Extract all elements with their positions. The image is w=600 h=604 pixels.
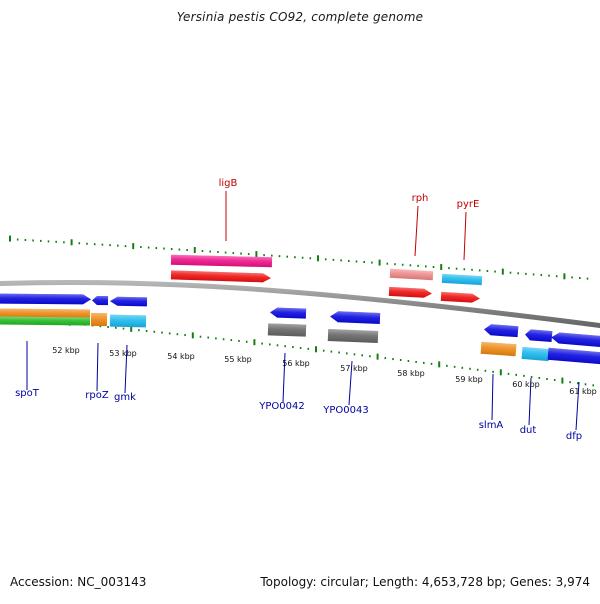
gene-ligb-arrow[interactable] [170, 270, 271, 283]
scale-label: 59 kbp [455, 375, 483, 384]
scale-label: 57 kbp [340, 364, 368, 373]
gene-pyre-bar[interactable] [441, 273, 483, 286]
gene-spot-orange[interactable] [0, 308, 91, 319]
scale-label: 60 kbp [512, 380, 540, 389]
gene-dfp-arrow[interactable] [551, 332, 600, 348]
gene-label-dfp-line [575, 381, 580, 431]
gene-rph-arrow[interactable] [388, 286, 432, 298]
gene-gmk-arrow-shine [110, 296, 148, 307]
scale-label: 58 kbp [397, 369, 425, 378]
gene-dfp-long-shine [547, 347, 600, 365]
gene-spot-arrow[interactable] [0, 293, 91, 305]
gene-label-dut: dut [520, 425, 537, 436]
gene-pyre-bar-shine [441, 273, 483, 286]
accession-label: Accession: NC_003143 [10, 575, 147, 589]
map-title: Yersinia pestis CO92, complete genome [176, 10, 424, 24]
gene-ypo0043-gray[interactable] [327, 329, 379, 343]
gene-label-slma-line [491, 373, 494, 421]
gene-label-ypo0042-line [282, 352, 286, 403]
gene-label-gmk: gmk [114, 392, 136, 403]
gene-dut-arrow[interactable] [525, 329, 553, 343]
gene-spot-green-shine [0, 316, 91, 326]
gene-slma-orange[interactable] [480, 341, 517, 357]
gene-label-ypo0042: YPO0042 [258, 401, 304, 412]
gene-callouts: ligB rph pyrE spoT rpoZ gmk YPO0042 YPO0043 slmA… [15, 178, 582, 442]
scale-label: 55 kbp [224, 355, 252, 364]
gene-label-dfp: dfp [566, 431, 582, 442]
gene-label-pyre: pyrE [457, 199, 480, 210]
gene-rpoz-arrow-shine [92, 295, 109, 306]
gene-label-ligb: ligB [219, 178, 238, 189]
gene-ligb-arrow-shine [170, 270, 271, 283]
scale-label: 56 kbp [282, 359, 310, 368]
gene-rph-arrow-shine [388, 286, 432, 298]
gene-slma-arrow[interactable] [484, 324, 519, 338]
gene-gmk-cyan-shine [109, 314, 147, 328]
bottom-scale-ticks [7, 313, 595, 387]
gene-label-rph-line [414, 205, 419, 257]
gene-label-gmk-line [124, 344, 128, 394]
gene-label-rph: rph [412, 193, 429, 204]
gene-ypo0043-arrow-shine [330, 311, 381, 325]
gene-rph-bar[interactable] [389, 268, 434, 281]
scale-label: 61 kbp [569, 387, 597, 396]
gene-dut-cyan-shine [521, 346, 550, 362]
gene-dfp-arrow-shine [551, 332, 600, 348]
gene-ypo0043-arrow[interactable] [330, 311, 381, 325]
gene-spot-green[interactable] [0, 316, 91, 326]
gene-label-spot: spoT [15, 388, 40, 399]
gene-ypo0042-gray[interactable] [267, 323, 307, 337]
gene-dut-arrow-shine [525, 329, 553, 343]
gene-label-rpoz-line [96, 342, 99, 392]
gene-slma-orange-shine [480, 341, 517, 357]
genome-summary: Topology: circular; Length: 4,653,728 bp… [260, 575, 590, 589]
gene-label-slma: slmA [479, 420, 504, 431]
gene-label-dut-line [528, 377, 532, 426]
gene-spot-orange-shine [0, 308, 91, 319]
gene-rpoz-orange-shine [90, 312, 108, 327]
gene-spot-arrow-shine [0, 293, 91, 305]
gene-label-ypo0043-line [348, 360, 353, 406]
gene-ypo0042-arrow[interactable] [270, 307, 307, 319]
gene-rph-bar-shine [389, 268, 434, 281]
scale-label-layer: 52 kbp 53 kbp 54 kbp 55 kbp 56 kbp 57 kbp 58 k… [52, 346, 597, 396]
gene-slma-arrow-shine [484, 324, 519, 338]
gene-ypo0043-gray-shine [327, 329, 379, 343]
gene-gmk-arrow[interactable] [110, 296, 148, 307]
scale-label: 54 kbp [167, 352, 195, 361]
gene-ypo0042-arrow-shine [270, 307, 307, 319]
gene-pyre-arrow-shine [440, 291, 480, 303]
scale-label: 53 kbp [109, 349, 137, 358]
gene-rpoz-orange[interactable] [90, 312, 108, 327]
scale-label: 52 kbp [52, 346, 80, 355]
gene-rpoz-arrow[interactable] [92, 295, 109, 306]
gene-ligb-bar-shine [170, 254, 273, 268]
gene-pyre-arrow[interactable] [440, 291, 480, 303]
gene-label-pyre-line [463, 211, 467, 261]
genome-backbone [0, 279, 600, 328]
gene-label-ypo0043: YPO0043 [322, 405, 368, 416]
top-scale-ticks [9, 235, 589, 280]
gene-dfp-long[interactable] [547, 347, 600, 365]
bottom-strand-genes [0, 293, 600, 365]
gene-label-rpoz: rpoZ [85, 390, 109, 401]
gene-gmk-cyan[interactable] [109, 314, 147, 328]
gene-dut-cyan[interactable] [521, 346, 550, 362]
gene-ypo0042-gray-shine [267, 323, 307, 337]
gene-ligb-bar[interactable] [170, 254, 273, 268]
top-strand-genes [170, 254, 483, 303]
